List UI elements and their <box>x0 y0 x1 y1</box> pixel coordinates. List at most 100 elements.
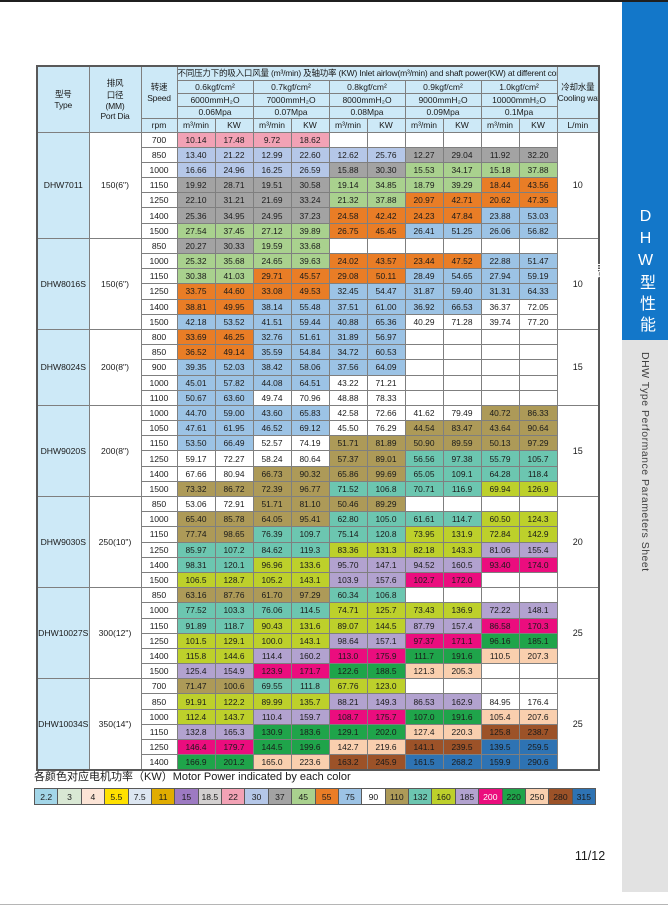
legend-swatch-2.2kw: 2.2 <box>35 789 59 804</box>
flow-unit-header: m³/min <box>328 117 368 133</box>
table-row: 1000 77.52 103.3 76.06 114.5 74.71 125.7 73.43 1… <box>37 602 599 619</box>
shaft-power-value-cell <box>442 359 482 376</box>
pressure-mmh2o: 10000mmH₂O <box>480 92 558 107</box>
airflow-value-cell <box>480 389 520 406</box>
shaft-power-value-cell: 86.33 <box>518 404 558 422</box>
airflow-value-cell: 72.39 <box>252 480 292 498</box>
airflow-value-cell: 29.08 <box>328 268 368 285</box>
shaft-power-value-cell: 54.84 <box>290 344 330 361</box>
airflow-value-cell: 39.35 <box>176 359 216 376</box>
airflow-value-cell <box>404 587 444 604</box>
airflow-value-cell: 21.69 <box>252 192 292 209</box>
airflow-value-cell: 86.53 <box>404 693 444 710</box>
shaft-power-value-cell: 24.96 <box>214 161 254 179</box>
table-row: DHW7011 150(6") 700 10.14 17.48 9.72 18.62 10 <box>36 131 600 239</box>
shaft-power-value-cell <box>518 495 558 513</box>
legend-swatch-315kw: 315 <box>572 789 595 804</box>
airflow-value-cell: 50.90 <box>404 435 444 452</box>
shaft-power-value-cell <box>518 328 558 346</box>
table-row: 1100 50.67 63.60 49.74 70.96 48.88 78.33 <box>37 389 599 406</box>
model-name-cell: DHW8016S <box>36 237 90 330</box>
airflow-value-cell: 130.9 <box>252 723 292 741</box>
airflow-value-cell: 67.66 <box>176 465 216 482</box>
airflow-value-cell: 127.4 <box>404 723 444 741</box>
airflow-value-cell: 142.7 <box>328 738 368 756</box>
pressure-mmh2o: 8000mmH₂O <box>328 92 406 107</box>
shaft-power-value-cell: 188.5 <box>366 663 406 680</box>
airflow-value-cell: 76.39 <box>252 526 292 543</box>
pressure-mmh2o: 7000mmH₂O <box>252 92 330 107</box>
shaft-power-value-cell: 191.6 <box>442 708 482 725</box>
rpm-cell: 1500 <box>140 571 178 589</box>
rpm-cell: 1500 <box>140 480 178 498</box>
shaft-power-value-cell: 35.68 <box>214 252 254 270</box>
shaft-power-value-cell: 26.59 <box>290 161 330 179</box>
shaft-power-value-cell: 37.45 <box>214 222 254 239</box>
shaft-power-value-cell: 47.35 <box>518 192 558 209</box>
shaft-power-value-cell <box>442 495 482 513</box>
airflow-value-cell: 103.9 <box>328 571 368 589</box>
shaft-power-value-cell: 106.8 <box>366 480 406 498</box>
airflow-value-cell: 139.5 <box>480 738 520 756</box>
airflow-value-cell: 85.97 <box>176 541 216 558</box>
airflow-value-cell: 90.43 <box>252 617 292 634</box>
shaft-power-value-cell: 85.78 <box>214 511 254 528</box>
airflow-value-cell: 51.71 <box>252 495 292 513</box>
airflow-value-cell: 25.32 <box>176 252 216 270</box>
airflow-value-cell: 102.7 <box>404 571 444 589</box>
airflow-value-cell: 34.72 <box>328 344 368 361</box>
legend-swatch-55kw: 55 <box>315 789 339 804</box>
airflow-value-cell: 49.74 <box>252 389 292 406</box>
col-header-speed: 转速 Speed <box>140 65 178 119</box>
shaft-power-value-cell: 97.29 <box>290 587 330 604</box>
airflow-value-cell <box>404 359 444 376</box>
shaft-power-value-cell: 100.6 <box>214 678 254 695</box>
airflow-value-cell: 43.64 <box>480 420 520 437</box>
table-row: 1400 38.81 49.95 38.14 55.48 37.51 61.00 36.92 6… <box>37 298 599 315</box>
shaft-power-value-cell: 160.2 <box>290 647 330 665</box>
header-row: rpm m³/min KW m³/min KW m³/min KW m³/min KW m³/mi… <box>37 117 600 133</box>
rpm-cell: 1500 <box>140 663 178 680</box>
airflow-value-cell: 32.45 <box>328 283 368 300</box>
shaft-power-value-cell: 54.65 <box>442 268 482 285</box>
shaft-power-value-cell <box>442 374 482 391</box>
airflow-value-cell: 16.25 <box>252 161 292 179</box>
airflow-value-cell: 65.05 <box>404 465 444 482</box>
airflow-value-cell: 91.89 <box>176 617 216 634</box>
shaft-power-value-cell: 43.56 <box>518 177 558 194</box>
shaft-power-value-cell: 172.0 <box>442 571 482 589</box>
airflow-value-cell: 106.5 <box>176 571 216 589</box>
shaft-power-value-cell: 47.84 <box>442 207 482 224</box>
airflow-value-cell: 47.61 <box>176 420 216 437</box>
rpm-cell: 800 <box>140 328 178 346</box>
airflow-value-cell: 26.41 <box>404 222 444 239</box>
airflow-value-cell: 73.95 <box>404 526 444 543</box>
airflow-value-cell <box>404 131 444 148</box>
airflow-value-cell: 56.56 <box>404 450 444 467</box>
shaft-power-value-cell: 144.5 <box>366 617 406 634</box>
kw-unit-header: KW <box>366 117 406 133</box>
shaft-power-value-cell: 118.7 <box>214 617 254 634</box>
table-row: 1150 53.50 66.49 52.57 74.19 51.71 81.89 50.90 8… <box>37 435 599 452</box>
shaft-power-value-cell: 142.9 <box>518 526 558 543</box>
legend-swatch-200kw: 200 <box>479 789 503 804</box>
airflow-value-cell: 108.7 <box>328 708 368 725</box>
shaft-power-value-cell: 149.3 <box>366 693 406 710</box>
shaft-power-value-cell: 28.71 <box>214 177 254 194</box>
shaft-power-value-cell: 109.7 <box>290 526 330 543</box>
rpm-cell: 1000 <box>140 602 178 619</box>
shaft-power-value-cell: 111.8 <box>290 678 330 695</box>
airflow-value-cell: 61.61 <box>404 511 444 528</box>
shaft-power-value-cell: 49.14 <box>214 344 254 361</box>
legend-swatch-185kw: 185 <box>455 789 480 804</box>
cooling-water-cell: 25 <box>556 678 600 771</box>
shaft-power-value-cell: 147.1 <box>366 556 406 573</box>
airflow-value-cell: 125.8 <box>480 723 520 741</box>
shaft-power-value-cell: 71.28 <box>442 313 482 330</box>
shaft-power-value-cell: 30.58 <box>290 177 330 194</box>
shaft-power-value-cell: 220.3 <box>442 723 482 741</box>
airflow-value-cell: 37.56 <box>328 359 368 376</box>
shaft-power-value-cell: 74.19 <box>290 435 330 452</box>
rpm-cell: 1000 <box>140 404 178 422</box>
table-title: 不同压力下的吸入口风量 (m³/min) 及轴功率 (KW) Inlet air… <box>176 65 558 81</box>
